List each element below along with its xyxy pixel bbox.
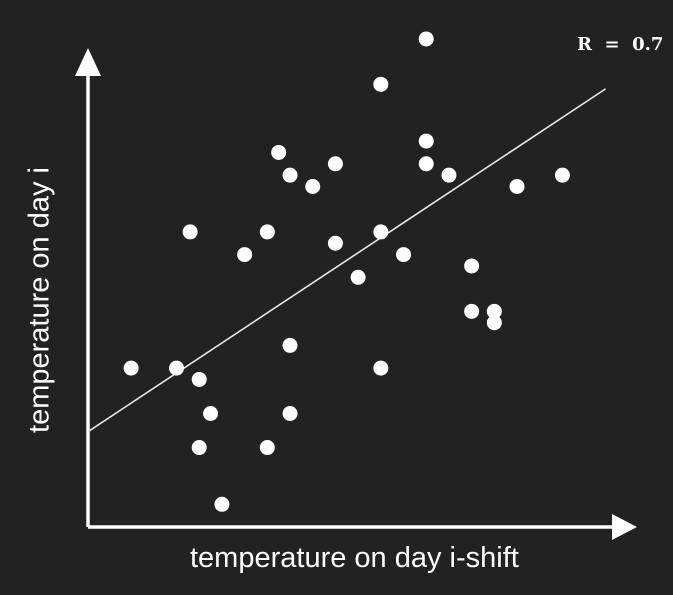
fit-line bbox=[87, 88, 607, 433]
x-axis-label: temperature on day i-shift bbox=[190, 542, 519, 574]
data-point bbox=[396, 247, 412, 263]
data-point bbox=[350, 269, 366, 285]
data-point bbox=[282, 406, 298, 421]
data-point bbox=[214, 496, 230, 512]
data-point bbox=[305, 179, 321, 194]
data-point bbox=[327, 235, 343, 251]
x-axis-arrow-icon bbox=[612, 514, 637, 540]
data-point bbox=[509, 179, 525, 194]
data-point bbox=[418, 133, 434, 149]
data-point bbox=[327, 156, 343, 172]
data-point bbox=[486, 303, 502, 319]
data-point bbox=[282, 167, 298, 183]
data-point bbox=[182, 224, 198, 240]
data-point bbox=[259, 224, 275, 240]
data-point bbox=[464, 303, 480, 319]
data-point bbox=[259, 440, 275, 456]
data-point bbox=[554, 167, 570, 183]
data-point bbox=[271, 144, 287, 160]
points-layer bbox=[123, 31, 570, 512]
data-point bbox=[237, 247, 253, 263]
data-point bbox=[203, 406, 219, 421]
data-point bbox=[418, 31, 434, 47]
y-axis-arrow-icon bbox=[75, 48, 101, 76]
data-point bbox=[486, 315, 502, 331]
data-point bbox=[191, 440, 207, 456]
data-point bbox=[169, 360, 185, 376]
correlation-annotation: R = 0.7 bbox=[577, 34, 664, 55]
data-point bbox=[441, 167, 457, 183]
data-point bbox=[373, 76, 389, 92]
data-point bbox=[373, 360, 389, 376]
y-axis-label: temperature on day i bbox=[23, 167, 56, 433]
data-point bbox=[123, 360, 139, 376]
data-point bbox=[464, 258, 480, 274]
data-point bbox=[418, 156, 434, 172]
data-point bbox=[191, 371, 207, 387]
data-point bbox=[282, 337, 298, 353]
data-point bbox=[373, 224, 389, 240]
